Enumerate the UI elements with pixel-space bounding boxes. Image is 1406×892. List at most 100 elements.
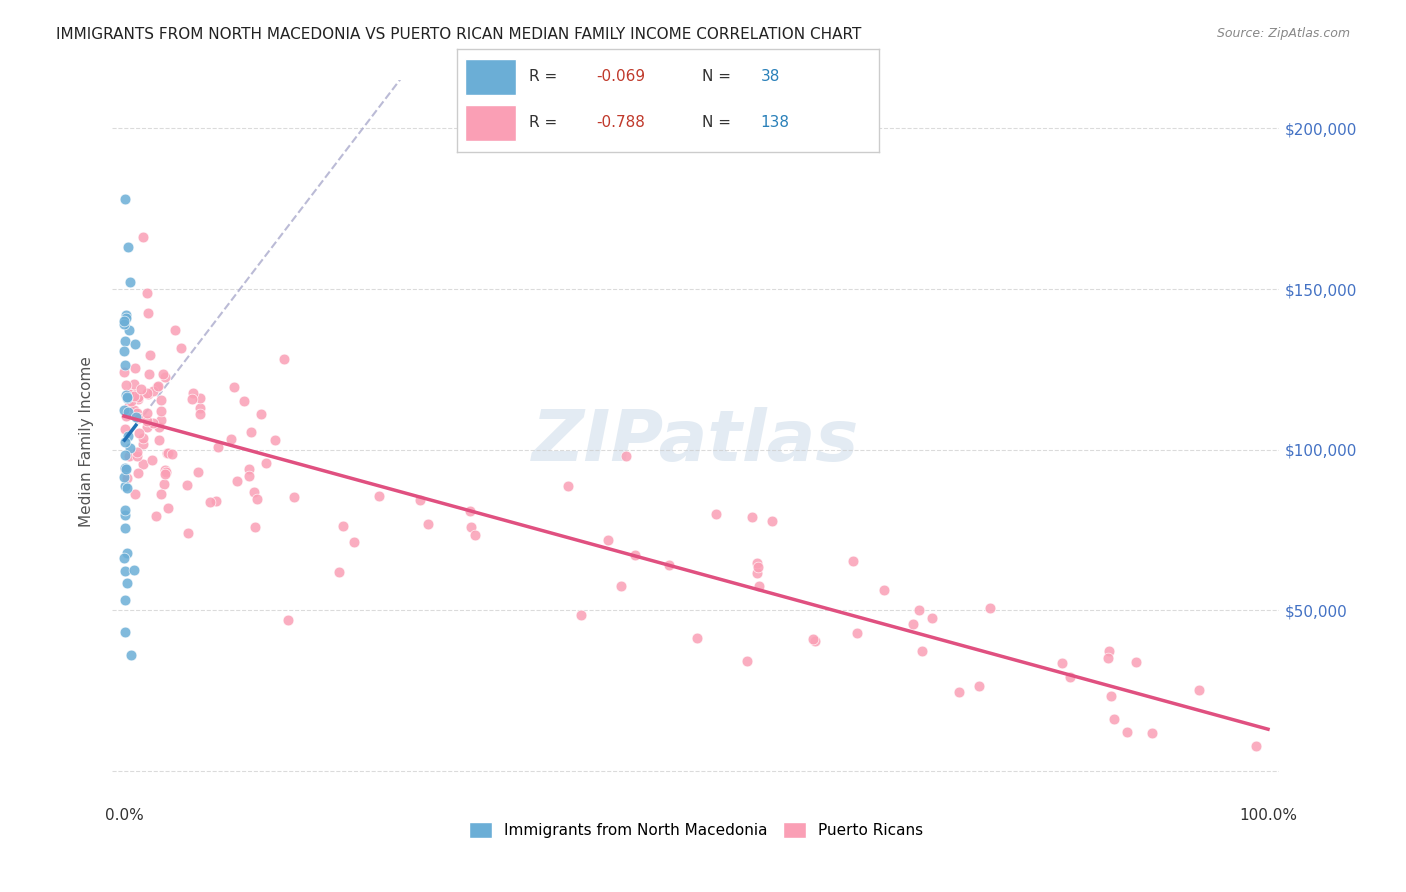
Point: [624, 548, 647, 562]
Point: [1188, 682, 1211, 697]
Point: [114, 521, 136, 535]
Point: [155, 463, 177, 477]
Point: [842, 553, 865, 567]
Point: [283, 490, 305, 504]
Text: -0.069: -0.069: [596, 70, 645, 84]
Point: [187, 466, 209, 480]
Point: [343, 535, 366, 549]
Point: [153, 369, 176, 384]
Point: [277, 613, 299, 627]
Text: Source: ZipAtlas.com: Source: ZipAtlas.com: [1216, 27, 1350, 40]
Point: [176, 477, 198, 491]
Point: [1059, 671, 1081, 685]
Point: [153, 467, 176, 482]
Point: [114, 358, 136, 372]
Point: [979, 600, 1001, 615]
Text: IMMIGRANTS FROM NORTH MACEDONIA VS PUERTO RICAN MEDIAN FAMILY INCOME CORRELATION: IMMIGRANTS FROM NORTH MACEDONIA VS PUERT…: [56, 27, 862, 42]
Point: [198, 495, 221, 509]
Point: [114, 192, 136, 206]
Text: -0.788: -0.788: [596, 115, 645, 130]
Point: [136, 385, 159, 400]
Point: [328, 565, 350, 579]
Point: [135, 414, 157, 428]
Point: [1050, 657, 1073, 671]
Point: [1102, 712, 1125, 726]
Point: [136, 305, 159, 319]
Point: [115, 409, 138, 423]
Point: [118, 275, 141, 289]
Point: [163, 322, 186, 336]
Point: [115, 390, 138, 404]
Point: [127, 406, 149, 420]
Point: [747, 566, 769, 580]
Point: [803, 634, 825, 648]
Point: [114, 343, 136, 358]
Point: [114, 314, 136, 328]
Point: [1244, 739, 1267, 753]
Point: [117, 240, 139, 254]
Text: R =: R =: [529, 115, 562, 130]
Point: [127, 392, 149, 406]
Point: [911, 644, 934, 658]
Text: R =: R =: [529, 70, 562, 84]
Point: [239, 425, 262, 439]
Point: [170, 342, 193, 356]
Bar: [465, 59, 516, 95]
Point: [150, 393, 173, 408]
Point: [155, 465, 177, 479]
Point: [118, 389, 141, 403]
Point: [149, 487, 172, 501]
Point: [114, 503, 136, 517]
Point: [122, 563, 145, 577]
Point: [114, 403, 136, 417]
Point: [141, 453, 163, 467]
Point: [124, 388, 146, 402]
Point: [233, 394, 256, 409]
Point: [138, 348, 160, 362]
Point: [118, 441, 141, 455]
Point: [610, 579, 633, 593]
Point: [124, 361, 146, 376]
Point: [135, 407, 157, 421]
Point: [114, 460, 136, 475]
Point: [142, 416, 165, 430]
Point: [128, 426, 150, 441]
Point: [1097, 650, 1119, 665]
Point: [207, 440, 229, 454]
Point: [156, 445, 179, 459]
Point: [117, 429, 139, 443]
Point: [761, 514, 783, 528]
Point: [132, 431, 155, 445]
Point: [145, 380, 167, 394]
Point: [1140, 726, 1163, 740]
Point: [243, 520, 266, 534]
Point: [801, 632, 824, 647]
Point: [254, 456, 277, 470]
Legend: Immigrants from North Macedonia, Puerto Ricans: Immigrants from North Macedonia, Puerto …: [461, 814, 931, 846]
Point: [686, 631, 709, 645]
Point: [114, 508, 136, 522]
Point: [115, 311, 138, 326]
Point: [117, 471, 139, 485]
Point: [114, 564, 136, 578]
Text: N =: N =: [702, 115, 735, 130]
Point: [948, 685, 970, 699]
Point: [114, 551, 136, 566]
Point: [569, 607, 592, 622]
Point: [205, 494, 228, 508]
Point: [1116, 725, 1139, 739]
Point: [152, 367, 174, 381]
Point: [114, 422, 136, 436]
Point: [115, 576, 138, 591]
Point: [901, 617, 924, 632]
Point: [121, 385, 143, 400]
Point: [149, 413, 172, 427]
Point: [115, 391, 138, 405]
Point: [120, 648, 142, 662]
Point: [464, 527, 486, 541]
Point: [127, 390, 149, 404]
Point: [127, 467, 149, 481]
Point: [967, 679, 990, 693]
Point: [114, 378, 136, 392]
Point: [115, 388, 138, 402]
